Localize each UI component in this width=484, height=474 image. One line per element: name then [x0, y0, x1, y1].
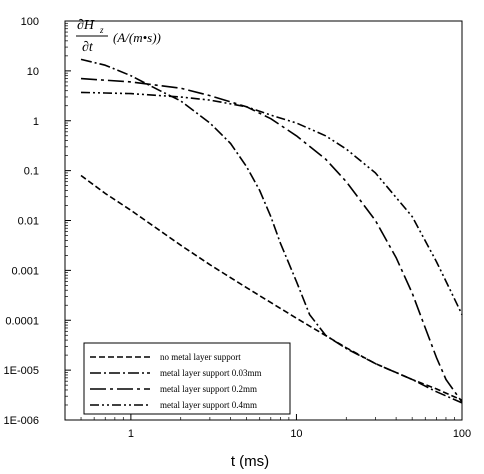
series-layer — [80, 58, 463, 404]
legend-label-4: metal layer support 0.4mm — [160, 400, 257, 410]
x-tick-label: 100 — [453, 428, 471, 440]
y-tick-label: 1E-006 — [4, 415, 39, 427]
y-tick-label: 10 — [27, 66, 39, 78]
series-line-3 — [80, 77, 463, 403]
y-axis: 100 10 1 0.1 0.01 0.001 0.0001 1E-005 1E-006 — [4, 16, 71, 427]
x-tick-label: 10 — [290, 428, 302, 440]
y-tick-label: 1E-005 — [4, 365, 39, 377]
legend-label-2: metal layer support 0.03mm — [160, 368, 261, 378]
series-line-2 — [80, 58, 463, 404]
series-line-4 — [80, 91, 463, 315]
y-axis-label: ∂H z ∂t (A/(m•s)) — [76, 18, 161, 55]
y-label-denominator: ∂t — [82, 40, 94, 55]
y-tick-label: 0.01 — [18, 216, 39, 228]
x-axis: 1 10 100 — [80, 414, 471, 440]
series-line-1 — [80, 174, 463, 401]
legend-box — [83, 342, 291, 415]
y-tick-label: 0.001 — [11, 265, 39, 277]
y-label-numerator: ∂H — [77, 18, 95, 33]
y-tick-label: 0.1 — [24, 166, 39, 178]
y-tick-label: 0.0001 — [5, 315, 39, 327]
x-axis-label: t (ms) — [231, 453, 269, 470]
legend: no metal layer support metal layer suppor… — [83, 342, 291, 415]
y-tick-label: 100 — [21, 16, 39, 28]
x-tick-label: 1 — [128, 428, 134, 440]
y-label-units: (A/(m•s)) — [113, 30, 161, 45]
y-tick-label: 1 — [33, 116, 39, 128]
legend-label-3: metal layer support 0.2mm — [160, 384, 257, 394]
legend-label-1: no metal layer support — [160, 352, 241, 362]
y-label-subscript: z — [99, 25, 104, 35]
